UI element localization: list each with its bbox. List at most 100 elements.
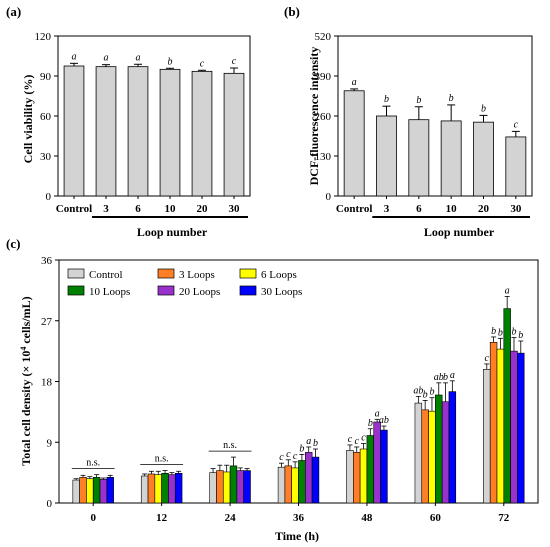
significance-letter: a <box>505 285 510 296</box>
legend-swatch <box>67 285 85 296</box>
bar <box>440 120 462 197</box>
x-tick-label: 10 <box>165 203 177 215</box>
legend-swatch <box>157 285 175 296</box>
significance-letter: b <box>449 93 454 104</box>
significance-letter: b <box>313 438 318 449</box>
bar <box>243 470 251 504</box>
x-tick-label: 0 <box>90 512 96 524</box>
significance-letter: c <box>293 451 298 462</box>
bar <box>95 66 117 197</box>
significance-letter: b <box>511 327 516 338</box>
bar <box>161 472 169 504</box>
x-tick-label: 20 <box>478 203 490 215</box>
bar <box>346 450 354 504</box>
panel-a-chart: (a) Cell viability (%) Loop number 0 30 60… <box>6 4 251 239</box>
significance-letter: a <box>306 436 311 447</box>
bar <box>304 452 313 504</box>
panel-b-chart: (b) DCF-fluorescence intensity Loop numb… <box>284 4 533 239</box>
bar <box>79 477 87 504</box>
bar <box>414 402 423 504</box>
panel-c-chart: (c) Total cell density (× 104 cells/mL) … <box>6 236 539 543</box>
panel-a-xlabel: Loop number <box>137 225 208 239</box>
bar <box>168 474 176 504</box>
bar <box>473 121 494 197</box>
significance-letter: c <box>348 434 353 445</box>
bar <box>236 470 244 504</box>
bar <box>86 478 94 504</box>
significance-letter: c <box>361 433 366 444</box>
bar <box>147 473 156 504</box>
bar <box>483 369 491 504</box>
bar <box>408 119 430 197</box>
significance-letter: ab <box>434 372 444 383</box>
x-tick-label: 6 <box>416 203 422 215</box>
y-tick-label: 0 <box>47 498 53 510</box>
y-tick-label: 27 <box>41 316 53 328</box>
significance-letter: c <box>279 452 284 463</box>
bar <box>373 421 381 504</box>
significance-letter: b <box>299 443 304 454</box>
plot-frame <box>337 35 533 197</box>
bar <box>174 472 183 504</box>
bar <box>311 456 320 504</box>
significance-letter: c <box>514 119 519 130</box>
bar <box>489 342 498 504</box>
bar <box>106 477 114 504</box>
significance-letter: ab <box>413 385 423 396</box>
bar <box>503 308 511 504</box>
significance-letter: c <box>200 58 205 69</box>
significance-letter: b <box>491 326 496 337</box>
x-tick-label: 48 <box>361 512 373 524</box>
y-tick-label: 390 <box>315 71 332 83</box>
x-tick-label: 36 <box>293 512 305 524</box>
y-tick-label: 9 <box>47 437 53 449</box>
legend-label: Control <box>89 269 123 281</box>
y-tick-label: 18 <box>41 377 53 389</box>
bar <box>63 65 85 197</box>
bar <box>154 474 162 504</box>
significance-letter: b <box>423 389 428 400</box>
significance-letter: b <box>368 418 373 429</box>
significance-letter: b <box>481 103 486 114</box>
y-tick-label: 120 <box>35 31 52 43</box>
bar <box>191 70 213 197</box>
panel-c-xlabel: Time (h) <box>275 529 319 543</box>
panel-c-ylabel-prefix: Total cell density (× 10 <box>19 351 33 466</box>
bar <box>223 72 245 197</box>
significance-letter: c <box>232 56 237 67</box>
bar <box>366 435 375 504</box>
significance-letter: b <box>498 327 503 338</box>
y-tick-label: 90 <box>40 71 52 83</box>
bar <box>216 470 224 504</box>
significance-letter: b <box>443 372 448 383</box>
bar <box>496 348 505 504</box>
y-tick-label: 36 <box>41 255 53 267</box>
x-tick-label: 10 <box>446 203 458 215</box>
x-tick-label: 60 <box>430 512 442 524</box>
x-tick-label: 24 <box>225 512 237 524</box>
bar <box>209 472 217 504</box>
plot-frame <box>57 35 251 197</box>
significance-letter: c <box>485 353 490 364</box>
bar <box>72 479 80 504</box>
x-tick-label: 72 <box>498 512 510 524</box>
significance-letter: ab <box>379 415 389 426</box>
panel-b-xlabel: Loop number <box>424 225 495 239</box>
significance-letter: c <box>286 449 291 460</box>
y-tick-label: 0 <box>46 191 52 203</box>
panel-a-label: (a) <box>6 4 21 19</box>
x-tick-label: 12 <box>156 512 168 524</box>
bar <box>291 467 299 504</box>
significance-letter: a <box>72 51 77 62</box>
panel-c-ylabel-sup: 4 <box>19 347 28 351</box>
significance-letter: a <box>136 52 141 63</box>
significance-letter: b <box>168 56 173 67</box>
significance-letter: a <box>375 408 380 419</box>
bar <box>428 410 436 504</box>
x-tick-label: 6 <box>135 203 141 215</box>
significance-letter: c <box>355 436 360 447</box>
x-tick-label: Control <box>336 203 372 215</box>
legend-label: 3 Loops <box>179 269 215 281</box>
bar <box>441 401 450 504</box>
